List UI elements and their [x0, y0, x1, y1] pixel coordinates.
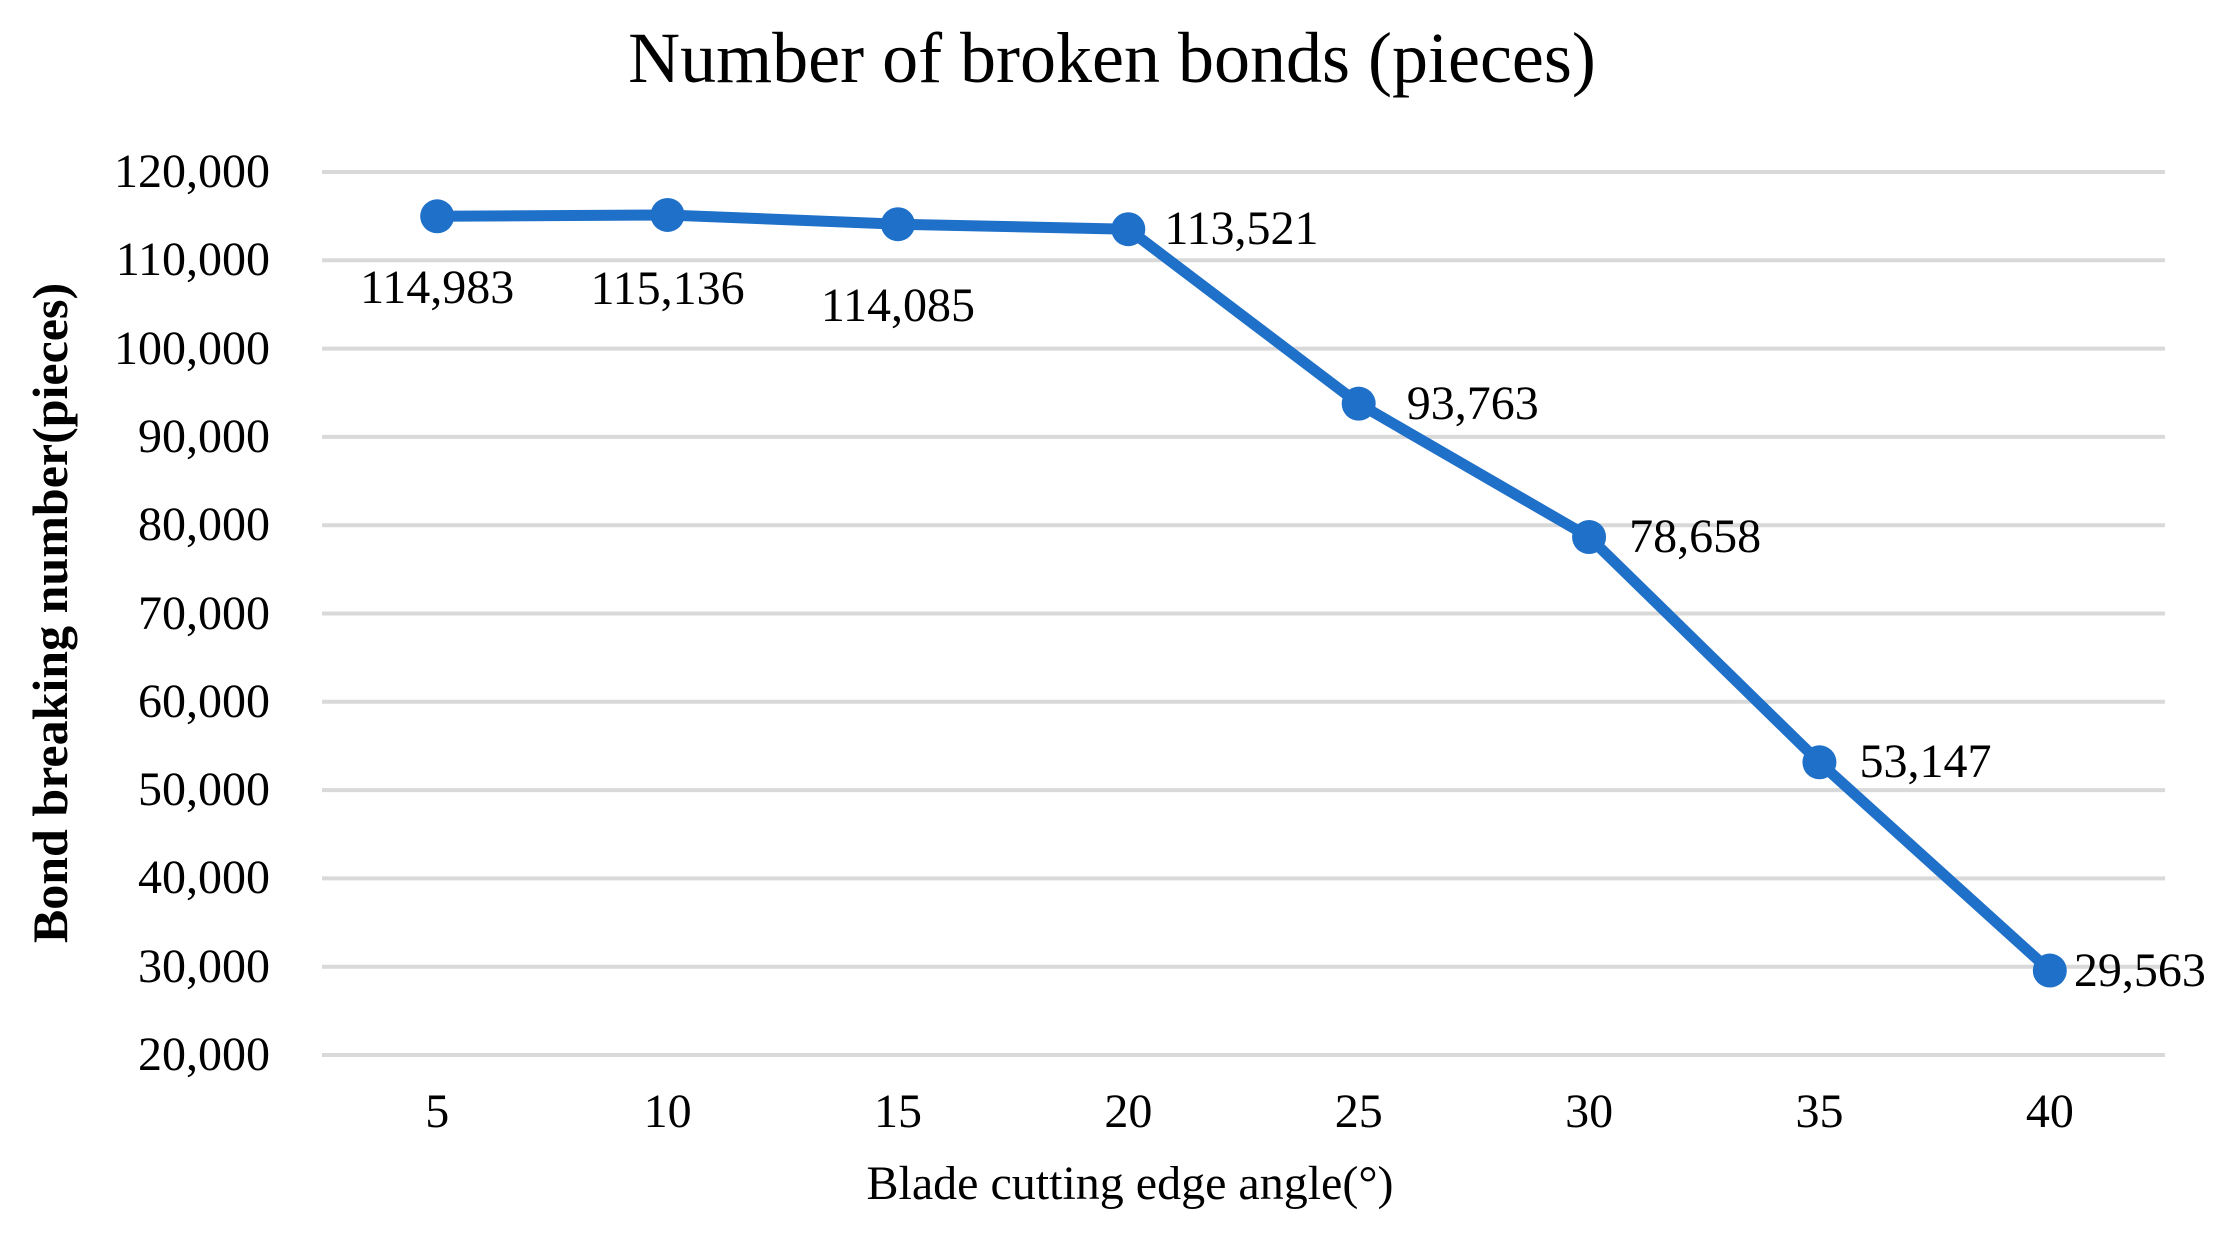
data-point-marker	[1802, 745, 1837, 780]
y-tick-label: 110,000	[115, 233, 270, 287]
x-tick-label: 35	[1795, 1085, 1844, 1138]
y-tick-label: 40,000	[138, 851, 270, 905]
data-point-marker	[1111, 212, 1146, 247]
data-point-label: 113,521	[1164, 202, 1319, 256]
y-tick-label: 100,000	[114, 321, 270, 375]
y-tick-label: 70,000	[138, 586, 270, 640]
data-point-label: 78,658	[1629, 510, 1762, 564]
chart-title: Number of broken bonds (pieces)	[628, 18, 1596, 98]
x-tick-label: 15	[873, 1085, 922, 1138]
data-point-marker	[1572, 520, 1607, 555]
y-tick-label: 50,000	[138, 763, 270, 817]
data-point-marker	[880, 207, 915, 242]
x-tick-label: 40	[2025, 1085, 2074, 1138]
data-point-label: 115,136	[590, 261, 745, 315]
data-series-line	[431, 209, 2056, 977]
data-point-label: 93,763	[1406, 376, 1539, 430]
y-tick-label: 20,000	[138, 1028, 270, 1081]
y-tick-label: 120,000	[114, 145, 270, 198]
data-point-label: 53,147	[1859, 735, 1992, 789]
data-point-marker	[2032, 953, 2067, 988]
data-point-label: 29,563	[2073, 943, 2206, 997]
x-tick-label: 10	[643, 1085, 692, 1138]
x-axis-title: Blade cutting edge angle(°)	[866, 1157, 1394, 1210]
y-tick-label: 80,000	[138, 498, 270, 552]
x-tick-label: 30	[1565, 1085, 1614, 1138]
data-point-marker	[650, 197, 685, 232]
y-tick-label: 30,000	[138, 939, 270, 993]
data-point-label: 114,983	[360, 261, 515, 315]
x-tick-label: 20	[1104, 1085, 1153, 1138]
x-tick-label: 25	[1334, 1085, 1383, 1138]
y-tick-label: 60,000	[138, 674, 270, 728]
x-tick-label: 5	[425, 1085, 450, 1138]
data-point-label: 114,085	[820, 279, 976, 333]
y-tick-label: 90,000	[138, 409, 270, 463]
data-point-marker	[1341, 386, 1376, 421]
data-point-marker	[420, 199, 455, 234]
